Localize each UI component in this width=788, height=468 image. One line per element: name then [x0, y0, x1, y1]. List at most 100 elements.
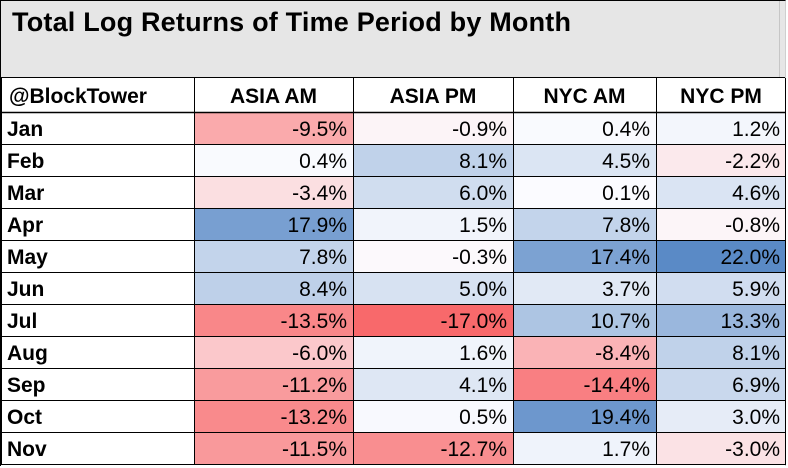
heatmap-cell-oct-1: [194, 400, 353, 432]
cell-value: 8.1%: [732, 342, 780, 365]
cell-value: 4.1%: [459, 374, 507, 397]
heatmap-cell-mar-3: [513, 176, 656, 208]
row-label: Jan: [7, 118, 43, 141]
heatmap-cell-sep-1: [194, 368, 353, 400]
cell-value: -11.2%: [282, 374, 347, 397]
heatmap-cell-sep-3: [513, 368, 656, 400]
cell-value: 3.7%: [602, 278, 650, 301]
cell-value: 13.3%: [720, 310, 780, 333]
cell-value: -3.0%: [725, 438, 780, 461]
gridline: [779, 1, 780, 77]
cell-value: -13.2%: [280, 406, 347, 429]
heatmap-cell-aug-2: [353, 336, 513, 368]
cell-value: 0.4%: [602, 118, 650, 141]
heatmap-cell-may-4: [656, 240, 786, 272]
heatmap-cell-nov-1: [194, 432, 353, 464]
row-label: Jul: [7, 310, 37, 333]
cell-value: 7.8%: [299, 246, 347, 269]
heatmap-cell-sep-2: [353, 368, 513, 400]
heatmap-cell-feb-3: [513, 144, 656, 176]
column-header: NYC AM: [543, 85, 625, 108]
heatmap-cell-may-1: [194, 240, 353, 272]
cell-value: -0.8%: [725, 214, 780, 237]
cell-value: -2.2%: [725, 150, 780, 173]
heatmap-cell-may-2: [353, 240, 513, 272]
heatmap-cell-feb-2: [353, 144, 513, 176]
row-label: Jun: [7, 278, 44, 301]
heatmap-cell-feb-1: [194, 144, 353, 176]
heatmap-cell-jan-1: [194, 112, 353, 144]
cell-value: 10.7%: [590, 310, 650, 333]
heatmap-cell-nov-3: [513, 432, 656, 464]
heatmap-cell-jun-3: [513, 272, 656, 304]
cell-value: 22.0%: [720, 246, 780, 269]
heatmap-cell-jan-2: [353, 112, 513, 144]
cell-value: -17.0%: [440, 310, 507, 333]
heatmap-cell-aug-4: [656, 336, 786, 368]
title-band: Total Log Returns of Time Period by Mont…: [1, 1, 785, 78]
heatmap-cell-jun-1: [194, 272, 353, 304]
cell-value: 1.6%: [459, 342, 507, 365]
corner-label: @BlockTower: [9, 85, 147, 108]
row-label: Nov: [7, 438, 47, 461]
cell-value: 5.0%: [459, 278, 507, 301]
heatmap-cell-jul-2: [353, 304, 513, 336]
cell-value: 4.6%: [732, 182, 780, 205]
cell-value: 17.9%: [287, 214, 347, 237]
cell-value: -11.5%: [282, 438, 347, 461]
heatmap-cell-oct-4: [656, 400, 786, 432]
row-label: Feb: [7, 150, 44, 173]
heatmap-cell-jul-3: [513, 304, 656, 336]
cell-value: -6.0%: [292, 342, 347, 365]
cell-value: 6.9%: [732, 374, 780, 397]
cell-value: -8.4%: [595, 342, 650, 365]
row-label: Apr: [7, 214, 43, 237]
heatmap-cell-jun-2: [353, 272, 513, 304]
heatmap-table: @BlockTower ASIA AM ASIA PM NYC AM NYC PM Jan…: [1, 78, 786, 466]
heatmap-cell-nov-4: [656, 432, 786, 464]
cell-value: -14.4%: [583, 374, 650, 397]
heatmap-cell-apr-4: [656, 208, 786, 240]
heatmap-cell-may-3: [513, 240, 656, 272]
column-header: ASIA AM: [230, 85, 317, 108]
heatmap-cell-mar-4: [656, 176, 786, 208]
heatmap-cell-apr-3: [513, 208, 656, 240]
heatmap-cell-jul-4: [656, 304, 786, 336]
cell-value: 8.1%: [459, 150, 507, 173]
cell-value: 0.1%: [602, 182, 650, 205]
row-label: Mar: [7, 182, 44, 205]
heatmap-cell-apr-2: [353, 208, 513, 240]
heatmap-cell-oct-2: [353, 400, 513, 432]
heatmap-svg: @BlockTower ASIA AM ASIA PM NYC AM NYC PM Jan…: [1, 78, 786, 465]
heatmap-cell-nov-2: [353, 432, 513, 464]
cell-value: 4.5%: [602, 150, 650, 173]
column-header: ASIA PM: [390, 85, 477, 108]
cell-value: 1.2%: [732, 118, 780, 141]
heatmap-cell-jun-4: [656, 272, 786, 304]
cell-value: 3.0%: [732, 406, 780, 429]
heatmap-cell-jan-3: [513, 112, 656, 144]
cell-value: -13.5%: [280, 310, 347, 333]
row-label: Sep: [7, 374, 46, 397]
cell-value: -12.7%: [440, 438, 507, 461]
cell-value: -0.9%: [452, 118, 507, 141]
column-header: NYC PM: [680, 85, 762, 108]
heatmap-cell-oct-3: [513, 400, 656, 432]
cell-value: -9.5%: [292, 118, 347, 141]
heatmap-cell-jul-1: [194, 304, 353, 336]
chart-title: Total Log Returns of Time Period by Mont…: [12, 7, 572, 37]
cell-value: -0.3%: [452, 246, 507, 269]
heatmap-cell-mar-1: [194, 176, 353, 208]
cell-value: 0.4%: [299, 150, 347, 173]
heatmap-cell-jan-4: [656, 112, 786, 144]
heatmap-cell-mar-2: [353, 176, 513, 208]
heatmap-cell-aug-3: [513, 336, 656, 368]
cell-value: 17.4%: [590, 246, 650, 269]
cell-value: 19.4%: [590, 406, 650, 429]
heatmap-cell-feb-4: [656, 144, 786, 176]
row-label: Aug: [7, 342, 48, 365]
cell-value: 1.5%: [459, 214, 507, 237]
cell-value: 1.7%: [602, 438, 650, 461]
cell-value: 5.9%: [732, 278, 780, 301]
